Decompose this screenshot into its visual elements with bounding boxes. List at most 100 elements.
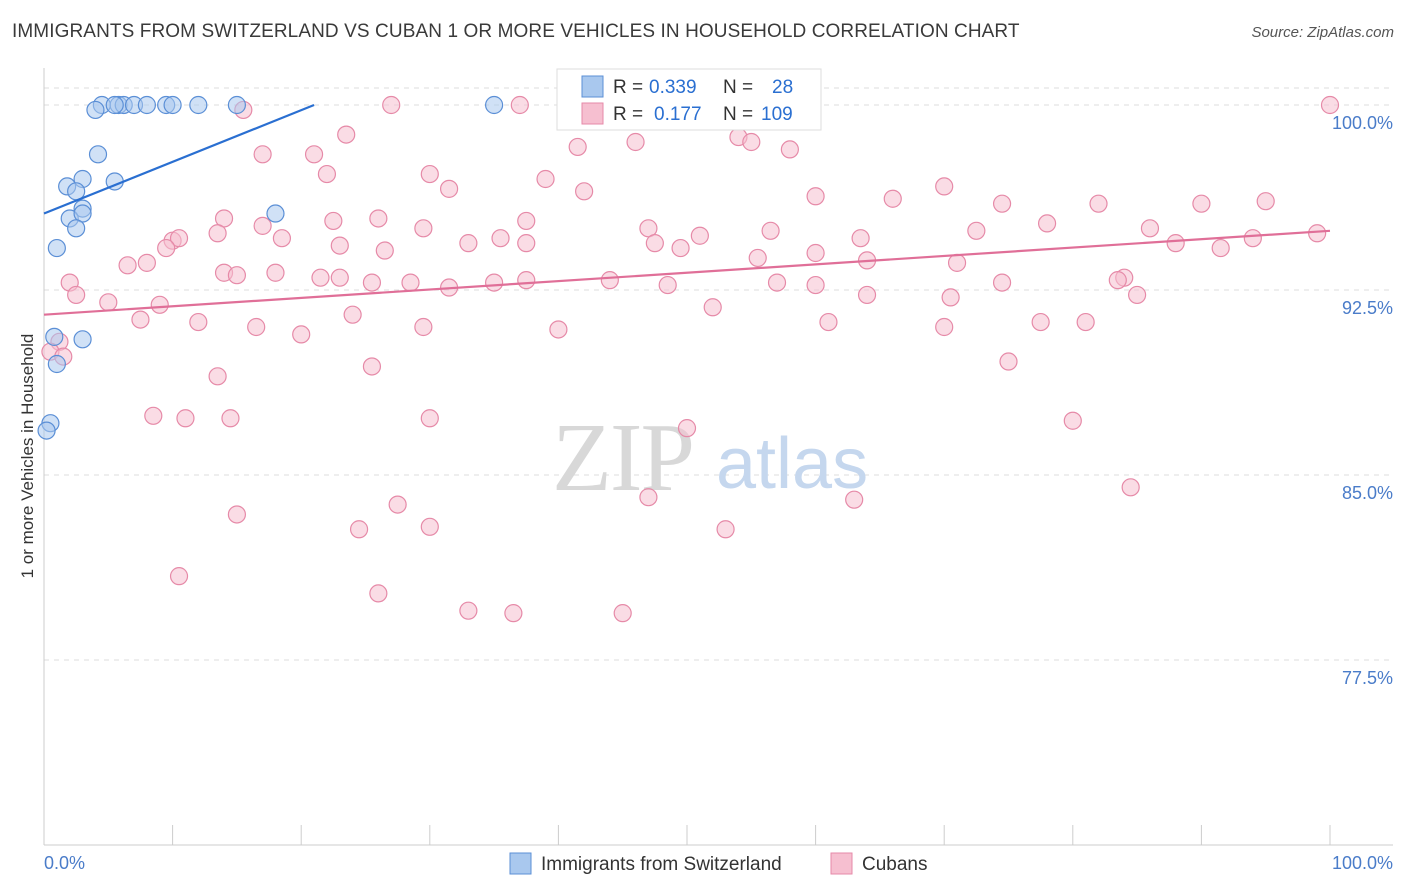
point-cubans (690, 226, 709, 245)
chart-title: IMMIGRANTS FROM SWITZERLAND VS CUBAN 1 O… (12, 21, 1020, 42)
legend: Immigrants from Switzerland Cubans (509, 852, 928, 875)
y-tick-label: 85.0% (1342, 483, 1393, 503)
watermark: ZIP atlas (552, 404, 868, 512)
point-cubans (317, 164, 337, 184)
point-switzerland (73, 330, 92, 349)
point-cubans (420, 517, 439, 536)
point-cubans (780, 140, 799, 159)
stats-r-label-switzerland: R = (613, 77, 643, 98)
point-cubans (992, 273, 1012, 292)
series-switzerland (37, 95, 504, 440)
point-cubans (1127, 285, 1147, 305)
point-cubans (304, 145, 324, 164)
point-cubans (362, 357, 382, 376)
point-cubans (150, 295, 169, 314)
point-cubans (459, 234, 478, 253)
point-cubans (967, 221, 986, 240)
point-cubans (1211, 238, 1230, 258)
point-cubans (517, 211, 536, 231)
stats-n-value-cubans: 109 (761, 104, 793, 125)
stats-r-label-cubans: R = (613, 104, 643, 125)
y-tick-labels: 77.5% 85.0% 92.5% 100.0% (1332, 113, 1393, 688)
stats-box: R = 0.339 N = 28 R = 0.177 N = 109 (556, 68, 822, 131)
point-cubans (375, 241, 394, 260)
point-cubans (414, 219, 433, 238)
trendline-switzerland (43, 103, 315, 215)
trendlines (43, 103, 1331, 316)
point-cubans (600, 271, 619, 290)
y-tick-label: 100.0% (1332, 113, 1393, 133)
point-cubans (658, 275, 677, 295)
point-cubans (1140, 219, 1160, 238)
point-cubans (935, 317, 954, 337)
point-cubans (118, 256, 137, 275)
point-cubans (677, 419, 697, 438)
point-cubans (362, 273, 382, 292)
point-cubans (420, 409, 439, 428)
point-cubans (767, 273, 787, 292)
point-cubans (857, 285, 877, 305)
point-cubans (947, 253, 967, 272)
gridlines (44, 87, 1393, 661)
point-cubans (1031, 312, 1050, 332)
point-cubans (349, 520, 369, 539)
point-cubans (401, 273, 420, 292)
point-switzerland (86, 100, 105, 120)
point-cubans (671, 238, 690, 258)
point-cubans (639, 488, 658, 507)
point-switzerland (47, 238, 66, 258)
point-cubans (806, 187, 825, 206)
point-cubans (99, 293, 118, 312)
point-cubans (157, 238, 176, 258)
legend-swatch-cubans (830, 852, 853, 875)
point-cubans (626, 132, 645, 152)
point-switzerland (189, 95, 208, 115)
point-cubans (272, 229, 292, 248)
source-credit: Source: ZipAtlas.com (1251, 24, 1394, 41)
axes (43, 68, 1393, 846)
point-cubans (459, 601, 478, 620)
point-cubans (169, 567, 189, 586)
legend-swatch-switzerland (509, 852, 532, 875)
point-cubans (549, 320, 568, 339)
watermark-atlas: atlas (716, 424, 868, 504)
point-cubans (491, 229, 510, 248)
point-cubans (1063, 411, 1082, 430)
point-switzerland (37, 421, 56, 440)
point-cubans (1243, 229, 1262, 248)
point-cubans (851, 229, 870, 248)
point-cubans (388, 495, 407, 514)
point-cubans (645, 234, 664, 253)
point-cubans (169, 229, 189, 248)
point-cubans (266, 263, 285, 282)
point-switzerland (163, 95, 182, 115)
point-switzerland (45, 327, 64, 346)
point-cubans (311, 268, 330, 287)
point-cubans (1166, 234, 1185, 253)
point-cubans (806, 275, 825, 295)
point-cubans (369, 209, 388, 228)
point-cubans (1076, 312, 1095, 332)
point-cubans (485, 273, 504, 292)
point-cubans (227, 505, 246, 524)
point-cubans (941, 288, 960, 307)
point-cubans (575, 182, 594, 201)
point-cubans (144, 406, 163, 425)
point-cubans (992, 194, 1012, 213)
point-cubans (1308, 224, 1327, 243)
point-cubans (1121, 478, 1140, 497)
point-cubans (337, 125, 356, 144)
trendline-cubans (43, 229, 1331, 316)
point-cubans (227, 266, 246, 285)
point-switzerland (485, 95, 504, 115)
point-cubans (292, 325, 311, 344)
point-cubans (845, 490, 864, 509)
stats-r-value-switzerland: 0.339 (649, 77, 697, 98)
x-tick-label-max: 100.0% (1332, 853, 1393, 873)
point-cubans (761, 221, 780, 240)
point-cubans (382, 95, 401, 115)
legend-label-cubans: Cubans (862, 854, 928, 875)
point-cubans (1256, 192, 1275, 211)
point-cubans (510, 95, 529, 115)
point-cubans (253, 145, 272, 164)
